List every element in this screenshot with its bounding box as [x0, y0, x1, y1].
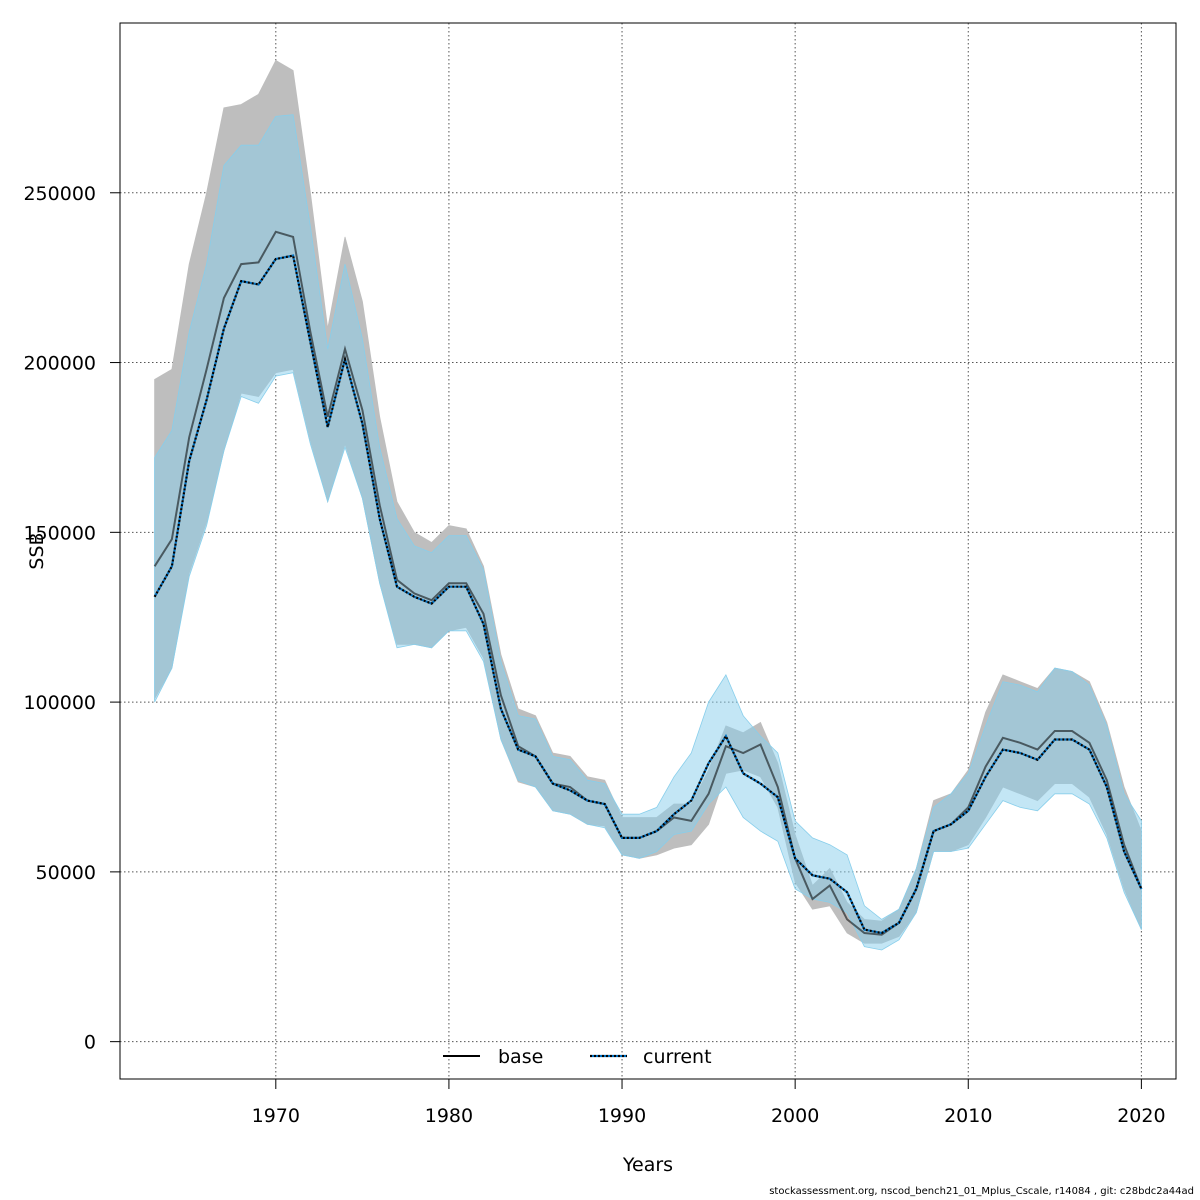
confidence-bands — [154, 59, 1142, 951]
x-tick-label: 2010 — [944, 1105, 992, 1127]
y-axis: 0 50000 100000 150000 200000 250000 — [23, 183, 120, 1054]
legend-label-base: base — [498, 1046, 543, 1068]
x-tick-label: 2020 — [1117, 1105, 1165, 1127]
series-line-current-shade — [153, 254, 1143, 935]
x-axis: 1970 1980 1990 2000 2010 2020 — [252, 1079, 1166, 1127]
series-line-current — [153, 254, 1143, 935]
x-axis-title: Years — [622, 1154, 673, 1176]
confidence-band-current — [154, 114, 1142, 951]
legend-label-current: current — [643, 1046, 712, 1068]
y-axis-title: SSB — [26, 532, 48, 569]
y-tick-label: 0 — [84, 1032, 96, 1054]
y-tick-label: 150000 — [23, 522, 96, 544]
series-lines — [153, 230, 1143, 936]
x-tick-label: 1990 — [598, 1105, 646, 1127]
y-tick-label: 250000 — [23, 183, 96, 205]
x-tick-label: 1970 — [252, 1105, 300, 1127]
legend: base current — [443, 1046, 712, 1068]
y-tick-label: 100000 — [23, 692, 96, 714]
plot-frame — [119, 22, 1177, 1080]
y-tick-label: 200000 — [23, 353, 96, 375]
x-tick-label: 2000 — [771, 1105, 819, 1127]
footer-credit: stockassessment.org, nscod_bench21_01_Mp… — [769, 1186, 1194, 1197]
x-tick-label: 1980 — [425, 1105, 473, 1127]
y-tick-label: 50000 — [36, 862, 96, 884]
